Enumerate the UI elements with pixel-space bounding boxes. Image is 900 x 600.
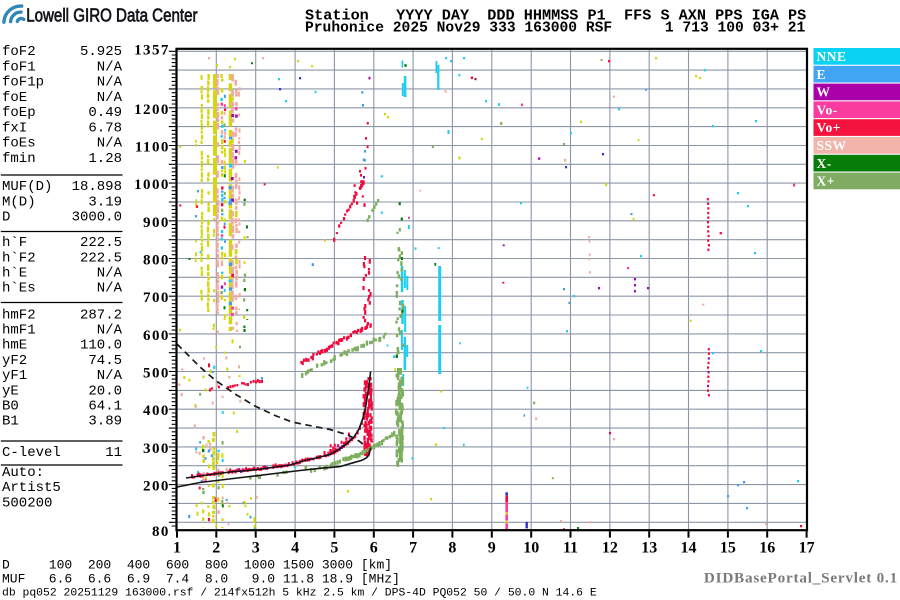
svg-text:DIDBasePortal_Servlet 0.1: DIDBasePortal_Servlet 0.1 bbox=[704, 569, 898, 586]
svg-text:13: 13 bbox=[641, 540, 657, 557]
svg-text:300: 300 bbox=[143, 441, 170, 457]
svg-text:12: 12 bbox=[602, 540, 618, 557]
svg-text:foF1p: foF1p bbox=[2, 75, 44, 91]
svg-text:74.5: 74.5 bbox=[88, 353, 122, 369]
svg-text:Station YYYY DAY DDD HHMMSS: Station YYYY DAY DDD HHMMSS P1 FFS S AXN… bbox=[305, 7, 806, 25]
svg-text:Lowell GIRO Data Center: Lowell GIRO Data Center bbox=[26, 5, 198, 26]
svg-text:11: 11 bbox=[563, 540, 578, 557]
svg-text:h`F2: h`F2 bbox=[2, 250, 36, 266]
svg-text:Vo+: Vo+ bbox=[817, 120, 841, 135]
svg-text:db pq052 20251129 163000.rsf /: db pq052 20251129 163000.rsf / 214fx512h… bbox=[2, 588, 597, 600]
svg-text:N/A: N/A bbox=[97, 323, 123, 339]
svg-text:6: 6 bbox=[370, 540, 378, 557]
svg-text:900: 900 bbox=[143, 215, 170, 231]
svg-text:64.1: 64.1 bbox=[88, 399, 122, 415]
svg-text:N/A: N/A bbox=[97, 266, 123, 282]
svg-text:h`F: h`F bbox=[2, 235, 27, 251]
svg-text:600: 600 bbox=[143, 328, 170, 344]
svg-text:foE: foE bbox=[2, 90, 27, 106]
svg-text:B1: B1 bbox=[2, 414, 19, 430]
svg-text:8: 8 bbox=[448, 540, 456, 557]
svg-text:X+: X+ bbox=[817, 174, 835, 189]
svg-text:N/A: N/A bbox=[97, 59, 123, 75]
svg-text:4: 4 bbox=[291, 540, 299, 557]
svg-text:222.5: 222.5 bbox=[80, 250, 122, 266]
svg-text:500200: 500200 bbox=[2, 495, 52, 511]
svg-text:1357: 1357 bbox=[134, 43, 170, 59]
svg-text:16: 16 bbox=[759, 540, 775, 557]
svg-text:Artist5: Artist5 bbox=[2, 480, 61, 496]
svg-text:h`Es: h`Es bbox=[2, 281, 36, 297]
svg-text:Vo-: Vo- bbox=[817, 102, 838, 117]
svg-text:5: 5 bbox=[330, 540, 338, 557]
svg-text:D: D bbox=[2, 210, 10, 226]
svg-text:X-: X- bbox=[817, 156, 832, 171]
svg-text:MUF 6.6 6.6 6.9 7.4 8.0: MUF 6.6 6.6 6.9 7.4 8.0 9.0 11.8 18.9 [M… bbox=[2, 572, 400, 587]
svg-text:110.0: 110.0 bbox=[80, 338, 122, 354]
svg-text:W: W bbox=[817, 85, 831, 100]
svg-text:yF1: yF1 bbox=[2, 368, 27, 384]
svg-text:9: 9 bbox=[488, 540, 496, 557]
svg-text:1000: 1000 bbox=[134, 177, 170, 193]
svg-text:20.0: 20.0 bbox=[88, 383, 122, 399]
svg-text:N/A: N/A bbox=[97, 75, 123, 91]
svg-text:11: 11 bbox=[105, 445, 122, 461]
svg-text:3.19: 3.19 bbox=[88, 194, 122, 210]
svg-text:yE: yE bbox=[2, 383, 19, 399]
svg-text:3.89: 3.89 bbox=[88, 414, 122, 430]
svg-text:18.898: 18.898 bbox=[72, 179, 122, 195]
svg-text:1.28: 1.28 bbox=[88, 151, 122, 167]
svg-text:287.2: 287.2 bbox=[80, 307, 122, 323]
svg-text:E: E bbox=[817, 67, 827, 82]
svg-text:1200: 1200 bbox=[134, 102, 170, 118]
svg-text:400: 400 bbox=[143, 403, 170, 419]
svg-text:fmin: fmin bbox=[2, 151, 36, 167]
svg-text:MUF(D): MUF(D) bbox=[2, 179, 52, 195]
svg-text:Pruhonice 2025 Nov29 333 16300: Pruhonice 2025 Nov29 333 163000 RSF 1 71… bbox=[305, 21, 805, 37]
svg-text:3: 3 bbox=[252, 540, 260, 557]
svg-text:80: 80 bbox=[152, 524, 170, 540]
svg-text:14: 14 bbox=[681, 540, 697, 557]
svg-text:800: 800 bbox=[143, 253, 170, 269]
svg-text:foEp: foEp bbox=[2, 105, 36, 121]
svg-text:Auto:: Auto: bbox=[2, 465, 44, 481]
svg-text:foEs: foEs bbox=[2, 136, 36, 152]
svg-text:N/A: N/A bbox=[97, 90, 123, 106]
svg-text:hmE: hmE bbox=[2, 338, 27, 354]
svg-text:10: 10 bbox=[523, 540, 539, 557]
svg-text:1: 1 bbox=[173, 540, 181, 557]
svg-text:222.5: 222.5 bbox=[80, 235, 122, 251]
svg-text:200: 200 bbox=[143, 479, 170, 495]
svg-text:6.78: 6.78 bbox=[88, 120, 122, 136]
svg-text:700: 700 bbox=[143, 290, 170, 306]
svg-text:h`E: h`E bbox=[2, 266, 27, 282]
svg-text:M(D): M(D) bbox=[2, 194, 36, 210]
svg-text:500: 500 bbox=[143, 366, 170, 382]
svg-text:hmF2: hmF2 bbox=[2, 307, 36, 323]
svg-text:7: 7 bbox=[409, 540, 417, 557]
svg-text:fxI: fxI bbox=[2, 120, 27, 136]
svg-text:foF2: foF2 bbox=[2, 44, 36, 60]
svg-text:hmF1: hmF1 bbox=[2, 323, 36, 339]
svg-text:1100: 1100 bbox=[135, 140, 170, 156]
svg-text:D 100 200 400 600 800: D 100 200 400 600 800 1000 1500 3000 [km… bbox=[2, 558, 392, 573]
svg-text:C-level: C-level bbox=[2, 445, 61, 461]
svg-text:17: 17 bbox=[799, 540, 815, 557]
svg-text:5.925: 5.925 bbox=[80, 44, 122, 60]
svg-text:2: 2 bbox=[212, 540, 220, 557]
svg-text:N/A: N/A bbox=[97, 136, 123, 152]
svg-text:15: 15 bbox=[720, 540, 736, 557]
svg-text:B0: B0 bbox=[2, 399, 19, 415]
svg-text:yF2: yF2 bbox=[2, 353, 27, 369]
svg-text:foF1: foF1 bbox=[2, 59, 36, 75]
svg-text:NNE: NNE bbox=[817, 49, 847, 64]
svg-text:3000.0: 3000.0 bbox=[72, 210, 122, 226]
svg-text:N/A: N/A bbox=[97, 368, 123, 384]
svg-text:N/A: N/A bbox=[97, 281, 123, 297]
svg-text:0.49: 0.49 bbox=[88, 105, 122, 121]
svg-text:SSW: SSW bbox=[817, 138, 847, 153]
